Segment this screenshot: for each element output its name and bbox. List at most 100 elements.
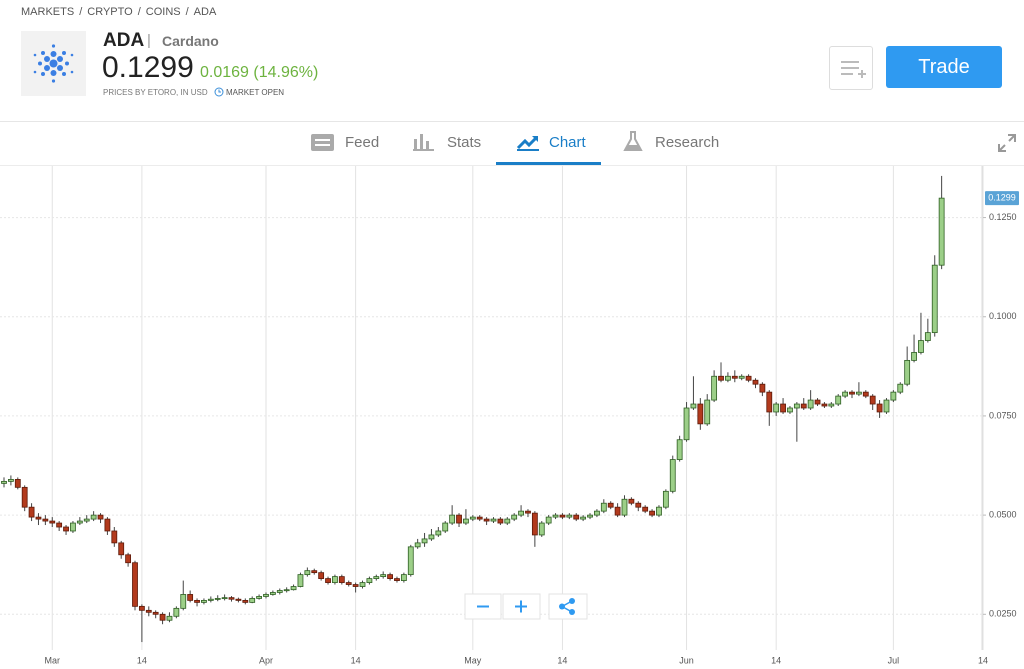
- candle-body: [104, 518, 111, 532]
- candle-body: [1, 480, 7, 484]
- watchlist-button[interactable]: [829, 46, 873, 90]
- x-tick-label: 14: [978, 655, 988, 665]
- candle-body: [656, 506, 662, 516]
- candle-body: [566, 514, 573, 518]
- candle-body: [132, 562, 138, 607]
- candle-body: [469, 516, 476, 520]
- candle-body: [152, 611, 159, 615]
- candle-body: [842, 391, 849, 397]
- tab[interactable]: Feed: [345, 134, 380, 151]
- y-tick-label: 0.0250: [989, 609, 1017, 619]
- candle-body: [580, 516, 587, 520]
- candle-body: [869, 395, 876, 405]
- candle-body: [559, 514, 566, 518]
- candle-body: [531, 512, 538, 536]
- candle-body: [766, 391, 773, 413]
- candle-body: [207, 598, 214, 601]
- candle-body: [242, 600, 249, 603]
- candle-body: [56, 522, 63, 528]
- candle-body: [835, 395, 842, 405]
- y-tick-label: 0.1000: [989, 311, 1017, 321]
- candle-body: [697, 403, 704, 425]
- candle-body: [669, 459, 676, 492]
- candle-body: [90, 514, 97, 520]
- clock-icon: [214, 87, 224, 97]
- candle-body: [325, 578, 331, 583]
- candle-body: [856, 391, 862, 395]
- candle-body: [373, 576, 380, 579]
- breadcrumb-item[interactable]: ADA: [193, 6, 217, 18]
- tab[interactable]: Research: [655, 134, 720, 151]
- last-price-label: 0.1299: [988, 193, 1016, 203]
- tab[interactable]: Stats: [447, 134, 482, 151]
- candle-body: [725, 375, 731, 381]
- symbol: ADA: [103, 30, 145, 51]
- candle-body: [883, 399, 890, 413]
- candle-body: [173, 607, 180, 617]
- breadcrumb-separator: /: [137, 6, 141, 18]
- zoom-in-button[interactable]: [502, 593, 541, 620]
- candle-body: [745, 375, 752, 381]
- y-tick-label: 0.0500: [989, 509, 1017, 519]
- candle-body: [221, 597, 228, 600]
- trade-button[interactable]: Trade: [886, 46, 1002, 88]
- share-icon: [559, 598, 575, 615]
- candle-body: [649, 510, 655, 516]
- share-button[interactable]: [548, 593, 588, 620]
- candle-body: [394, 578, 400, 581]
- candle-body: [387, 574, 393, 579]
- candle-body: [359, 582, 366, 587]
- candle-body: [283, 589, 290, 592]
- candle-body: [525, 510, 531, 514]
- candle-body: [476, 516, 483, 520]
- candle-body: [911, 352, 917, 361]
- candle-body: [180, 594, 187, 609]
- candle-body: [297, 574, 304, 587]
- candle-body: [276, 590, 283, 593]
- breadcrumb-item[interactable]: CRYPTO: [87, 6, 133, 18]
- candle-body: [463, 518, 469, 524]
- x-tick-label: 14: [771, 655, 781, 665]
- price-chart: Mar 14 Apr 14 May 14 Jun 14 Jul 14 0.0250 0.0500 0.0…: [0, 166, 1019, 665]
- x-tick-label: Apr: [259, 655, 273, 665]
- candle-body: [573, 514, 580, 520]
- y-tick-label: 0.1250: [989, 212, 1017, 222]
- candle-body: [890, 391, 897, 401]
- candle-body: [138, 605, 145, 611]
- candle-body: [7, 479, 14, 482]
- candle-body: [862, 391, 869, 397]
- breadcrumb-item[interactable]: MARKETS: [21, 6, 75, 18]
- candle-body: [414, 542, 421, 548]
- candle-body: [449, 514, 456, 524]
- candle-body: [614, 506, 621, 516]
- coin-name: Cardano: [162, 33, 219, 49]
- candle-body: [428, 534, 435, 540]
- candle-body: [849, 391, 855, 395]
- candle-body: [876, 403, 883, 413]
- candle-body: [780, 403, 786, 413]
- candle-body: [311, 570, 318, 574]
- candle-body: [773, 403, 780, 413]
- candle-body: [752, 379, 759, 385]
- candle-body: [35, 516, 42, 520]
- breadcrumb-item[interactable]: COINS: [145, 6, 181, 18]
- price: 0.1299: [102, 51, 194, 84]
- candle-body: [807, 399, 814, 409]
- candle-body: [70, 522, 76, 532]
- candle-body: [435, 530, 442, 536]
- candle-body: [214, 598, 221, 600]
- divider-line: [0, 165, 1024, 166]
- divider: |: [147, 32, 151, 49]
- candle-body: [14, 479, 21, 488]
- tab[interactable]: Chart: [549, 134, 586, 151]
- expand-icon[interactable]: [997, 133, 1017, 153]
- candle-body: [201, 600, 207, 603]
- candle-body: [256, 596, 262, 599]
- candle-body: [511, 514, 518, 520]
- market-status: MARKET OPEN: [226, 88, 285, 97]
- candle-body: [318, 572, 325, 579]
- candle-body: [718, 375, 724, 381]
- candle-body: [621, 498, 628, 516]
- x-tick-label: Mar: [45, 655, 61, 665]
